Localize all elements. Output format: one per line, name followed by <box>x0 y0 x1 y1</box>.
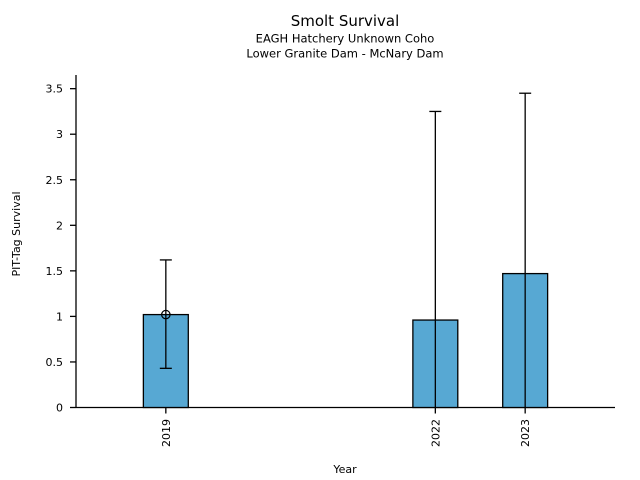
y-tick-label: 0.5 <box>46 356 64 369</box>
y-axis-label: PIT-Tag Survival <box>10 191 23 276</box>
x-tick-label-2019: 2019 <box>160 419 173 447</box>
y-tick-label: 3 <box>56 128 63 141</box>
y-tick-label: 0 <box>56 402 63 415</box>
y-tick-label: 2.5 <box>46 174 64 187</box>
plot-generated-layer: 0 0.5 1 1.5 2 2.5 3 3.5 2019 2022 2023 <box>46 75 615 447</box>
y-tick-label: 2 <box>56 219 63 232</box>
x-tick-label-2022: 2022 <box>429 419 442 447</box>
chart-subtitle-line2: Lower Granite Dam - McNary Dam <box>246 47 443 61</box>
y-tick-label: 1 <box>56 310 63 323</box>
chart-title: Smolt Survival <box>291 12 400 30</box>
y-tick-label: 3.5 <box>46 83 64 96</box>
x-axis-label: Year <box>332 463 357 476</box>
chart-subtitle-line1: EAGH Hatchery Unknown Coho <box>256 32 435 46</box>
x-tick-label-2023: 2023 <box>519 419 532 447</box>
y-tick-label: 1.5 <box>46 265 64 278</box>
marker-open-circle-2019 <box>161 309 171 320</box>
